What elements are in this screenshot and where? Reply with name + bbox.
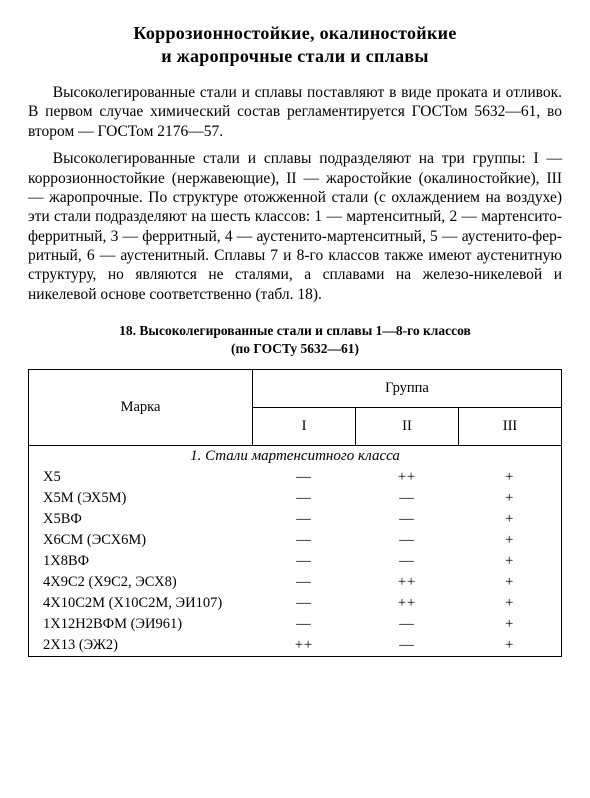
col-header-group: Группа bbox=[253, 370, 562, 408]
group-label-2: II bbox=[356, 408, 459, 446]
table-row-marka: Х5 bbox=[29, 467, 253, 488]
table-row-marka: Х5М (ЭХ5М) bbox=[29, 488, 253, 509]
title-line-2: и жаропрочные стали и сплавы bbox=[161, 46, 429, 66]
title-line-1: Коррозионностойкие, окалиностойкие bbox=[133, 23, 456, 43]
table-row-group-3: + bbox=[459, 530, 562, 551]
table-row-group-1: — bbox=[253, 509, 356, 530]
table-row-group-3: + bbox=[459, 572, 562, 593]
col-header-marka: Марка bbox=[29, 370, 253, 446]
page-title: Коррозионностойкие, окалиностойкие и жар… bbox=[28, 22, 562, 67]
table-caption: 18. Высоколегированные стали и сплавы 1—… bbox=[28, 322, 562, 357]
table-row-group-1: — bbox=[253, 551, 356, 572]
table-row-group-3: + bbox=[459, 635, 562, 657]
table-row-group-1: ++ bbox=[253, 635, 356, 657]
group-label-1: I bbox=[253, 408, 356, 446]
table-row-group-3: + bbox=[459, 467, 562, 488]
table-row-group-1: — bbox=[253, 488, 356, 509]
table-row-marka: Х6СМ (ЭСХ6М) bbox=[29, 530, 253, 551]
table-row-group-1: — bbox=[253, 614, 356, 635]
table-row-group-1: — bbox=[253, 593, 356, 614]
table-row-group-1: — bbox=[253, 572, 356, 593]
paragraph-1: Высоколегированные стали и сплавы постав… bbox=[28, 83, 562, 141]
table-row-group-2: — bbox=[356, 551, 459, 572]
table-row-group-1: — bbox=[253, 467, 356, 488]
table-row-group-2: ++ bbox=[356, 572, 459, 593]
table-row-group-2: ++ bbox=[356, 467, 459, 488]
table-row-group-2: — bbox=[356, 635, 459, 657]
table-row-group-3: + bbox=[459, 551, 562, 572]
table-row-group-3: + bbox=[459, 488, 562, 509]
paragraph-2: Высоколегированные стали и сплавы подраз… bbox=[28, 149, 562, 304]
table-row-group-3: + bbox=[459, 509, 562, 530]
table-row-group-3: + bbox=[459, 593, 562, 614]
table-row-group-2: — bbox=[356, 614, 459, 635]
caption-line-1: 18. Высоколегированные стали и сплавы 1—… bbox=[119, 323, 471, 338]
steel-table: Марка Группа I II III 1. Стали мартенсит… bbox=[28, 369, 562, 657]
table-row-marka: 1Х12Н2ВФМ (ЭИ961) bbox=[29, 614, 253, 635]
table-row-marka: 1Х8ВФ bbox=[29, 551, 253, 572]
table-row-marka: 4Х10С2М (X10С2М, ЭИ107) bbox=[29, 593, 253, 614]
section-1-title: 1. Стали мартенситного класса bbox=[29, 446, 562, 468]
table-row-marka: Х5ВФ bbox=[29, 509, 253, 530]
group-label-3: III bbox=[459, 408, 562, 446]
table-row-group-3: + bbox=[459, 614, 562, 635]
table-row-group-2: — bbox=[356, 530, 459, 551]
table-row-group-2: — bbox=[356, 488, 459, 509]
table-row-marka: 4Х9С2 (Х9С2, ЭСХ8) bbox=[29, 572, 253, 593]
table-row-marka: 2Х13 (ЭЖ2) bbox=[29, 635, 253, 657]
table-row-group-2: ++ bbox=[356, 593, 459, 614]
table-row-group-2: — bbox=[356, 509, 459, 530]
caption-line-2: (по ГОСТу 5632—61) bbox=[231, 341, 359, 356]
table-row-group-1: — bbox=[253, 530, 356, 551]
